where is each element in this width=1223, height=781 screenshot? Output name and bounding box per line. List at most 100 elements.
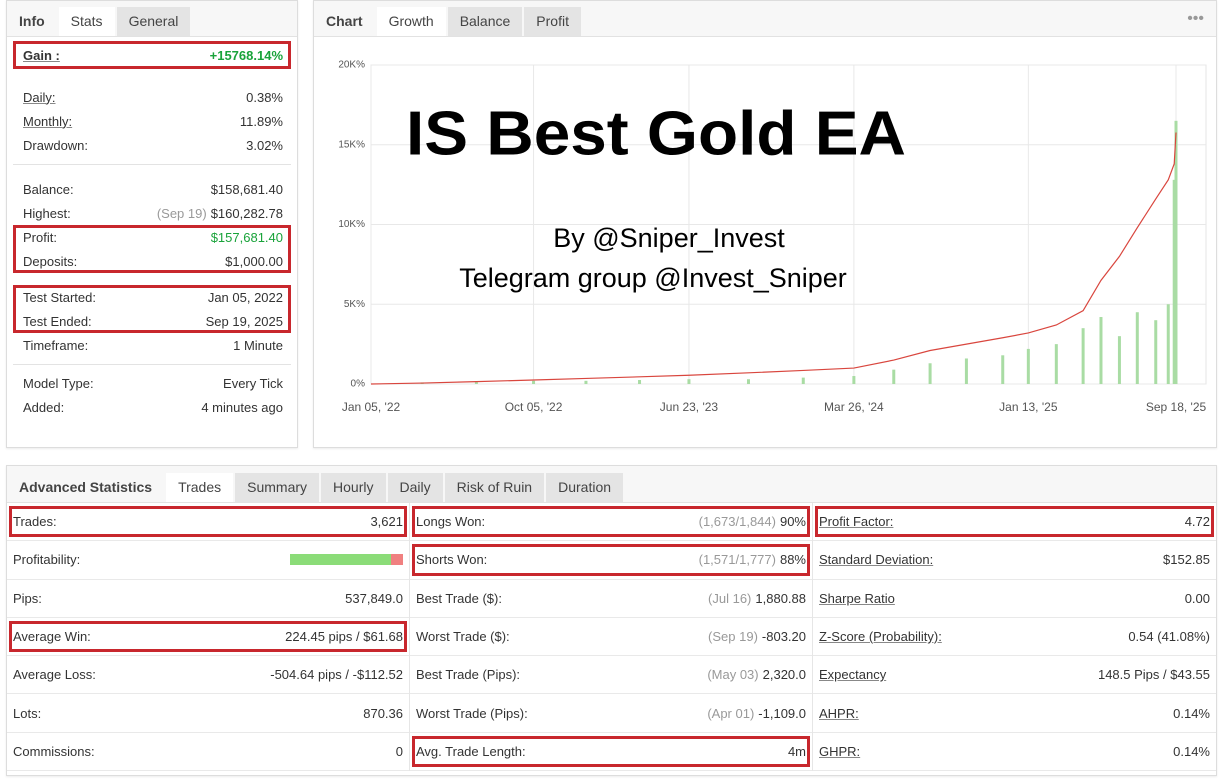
stat-value-box: (May 03) 2,320.0	[707, 667, 806, 682]
info-panel: Info Stats General Gain : +15768.14% Daily: 0.…	[6, 0, 298, 448]
advanced-panel: Advanced Statistics Trades Summary Hourly Da…	[6, 465, 1217, 776]
stat-label: Shorts Won:	[416, 552, 488, 568]
stat-group: Profit: $157,681.40 Deposits: $1,000.00	[13, 225, 291, 273]
stat-group: Gain : +15768.14%	[13, 41, 291, 69]
stat-row: Lots: 870.36	[7, 694, 409, 733]
stat-value-box: -504.64 pips / -$112.52	[270, 667, 403, 682]
stat-value-box: 537,849.0	[345, 591, 403, 606]
stat-row: AHPR: 0.14%	[813, 694, 1216, 733]
stat-label: Average Win:	[13, 629, 91, 645]
tab[interactable]: Stats	[58, 7, 115, 36]
overlay-line: By @Sniper_Invest	[553, 223, 785, 253]
stat-value-box: 0.54 (41.08%)	[1128, 629, 1210, 644]
stat-value: 11.89%	[239, 113, 283, 129]
stat-label: Highest:	[23, 205, 71, 221]
stat-value: 870.36	[363, 705, 403, 721]
y-tick-label: 0%	[351, 379, 366, 390]
stat-value: Sep 19, 2025	[205, 313, 283, 329]
stat-row: Added: 4 minutes ago	[13, 395, 291, 419]
x-tick-label: Jan 05, '22	[342, 400, 401, 414]
stat-row: Gain : +15768.14%	[13, 41, 291, 69]
stat-value: -504.64 pips / -$112.52	[270, 667, 403, 683]
bar	[1154, 320, 1158, 384]
tab[interactable]: Risk of Ruin	[444, 473, 545, 502]
stat-column: Longs Won: (1,673/1,844) 90% Shorts Won: (1,…	[410, 503, 813, 772]
tab-bar: Advanced Statistics Trades Summary Hourly Da…	[7, 466, 1216, 503]
bar	[892, 369, 896, 384]
stat-row: Best Trade ($): (Jul 16) 1,880.88	[410, 580, 812, 618]
stat-note: (Sep 19)	[156, 205, 207, 221]
stat-row: Drawdown: 3.02%	[13, 133, 291, 157]
stat-value-box: 3.02%	[246, 138, 283, 153]
stat-label: Balance:	[23, 181, 74, 197]
stat-label: Best Trade (Pips):	[416, 667, 521, 683]
stat-value-box: 0.14%	[1173, 706, 1210, 721]
tab[interactable]: Trades	[166, 473, 234, 502]
stat-value: 0	[395, 743, 403, 759]
stat-label: Daily:	[23, 89, 56, 105]
tab[interactable]: Summary	[235, 473, 320, 502]
stat-value-box: (Sep 19) -803.20	[708, 629, 806, 644]
stat-row: Daily: 0.38%	[13, 85, 291, 109]
stat-value-box: 3,621	[370, 514, 403, 529]
y-tick-label: 10K%	[338, 219, 365, 230]
stat-row: Pips: 537,849.0	[7, 580, 409, 618]
bar	[1135, 312, 1139, 384]
stat-label: Standard Deviation:	[819, 552, 934, 568]
bar	[1099, 317, 1103, 384]
stat-label: Test Ended:	[23, 313, 92, 329]
tab-bar: Chart Growth Balance Profit •••	[314, 1, 1216, 37]
stat-row: Timeframe: 1 Minute	[13, 333, 291, 357]
overlay-line: Telegram group @Invest_Sniper	[459, 263, 847, 293]
stat-value-box: (Apr 01) -1,109.0	[707, 706, 806, 721]
stat-row: Longs Won: (1,673/1,844) 90%	[410, 503, 812, 542]
bar	[1026, 348, 1030, 384]
tab[interactable]: Duration	[546, 473, 624, 502]
stat-row: Worst Trade ($): (Sep 19) -803.20	[410, 618, 812, 657]
stat-row: Best Trade (Pips): (May 03) 2,320.0	[410, 656, 812, 695]
stat-row: Z-Score (Probability): 0.54 (41.08%)	[813, 618, 1216, 657]
tab[interactable]: Balance	[447, 7, 523, 36]
stat-value-box: Sep 19, 2025	[206, 314, 283, 329]
stat-value: 1,880.88	[755, 590, 806, 606]
y-tick-label: 20K%	[338, 60, 365, 71]
stat-row: Worst Trade (Pips): (Apr 01) -1,109.0	[410, 694, 812, 733]
tab: Advanced Statistics	[19, 479, 153, 495]
bar	[584, 380, 588, 384]
menu-button[interactable]: •••	[1187, 9, 1204, 27]
tab-bar: Info Stats General	[7, 1, 297, 37]
stat-value-box: $1,000.00	[225, 254, 283, 269]
tab[interactable]: Hourly	[321, 473, 386, 502]
stat-column: Profit Factor: 4.72 Standard Deviation: $15…	[813, 503, 1216, 772]
stat-row: Avg. Trade Length: 4m	[410, 733, 812, 772]
stat-note: (Apr 01)	[707, 705, 755, 721]
stat-value-box: 1 Minute	[233, 338, 283, 353]
tab[interactable]: Daily	[387, 473, 443, 502]
stat-row: Balance: $158,681.40	[13, 177, 291, 201]
stat-value-box: +15768.14%	[210, 48, 283, 63]
x-tick-label: Sep 18, '25	[1146, 400, 1207, 414]
stat-label: Profit:	[23, 229, 57, 245]
stat-value: $160,282.78	[210, 205, 283, 221]
stat-value-box: 0.14%	[1173, 744, 1210, 759]
stat-row: Highest: (Sep 19) $160,282.78	[13, 201, 291, 225]
bar	[1054, 344, 1058, 384]
tab[interactable]: General	[116, 7, 191, 36]
stat-row: Profit: $157,681.40	[13, 225, 291, 249]
bar	[1166, 304, 1170, 384]
stat-label: Timeframe:	[23, 337, 89, 353]
stat-value-box: 148.5 Pips / $43.55	[1098, 667, 1210, 682]
stat-value-box: 0	[396, 744, 403, 759]
stat-value: 0.38%	[246, 89, 283, 105]
stat-label: Worst Trade (Pips):	[416, 705, 528, 721]
stat-value: Jan 05, 2022	[207, 289, 283, 305]
stat-value-box: 224.45 pips / $61.68	[285, 629, 403, 644]
stat-note: (1,673/1,844)	[698, 514, 776, 530]
tab[interactable]: Profit	[524, 7, 581, 36]
stat-row: GHPR: 0.14%	[813, 733, 1216, 772]
stat-value-box: Jan 05, 2022	[208, 290, 283, 305]
tab[interactable]: Growth	[376, 7, 446, 36]
stat-value-box: (1,571/1,777) 88%	[699, 552, 806, 567]
stat-label: Monthly:	[23, 113, 73, 129]
stat-label: Avg. Trade Length:	[416, 743, 526, 759]
